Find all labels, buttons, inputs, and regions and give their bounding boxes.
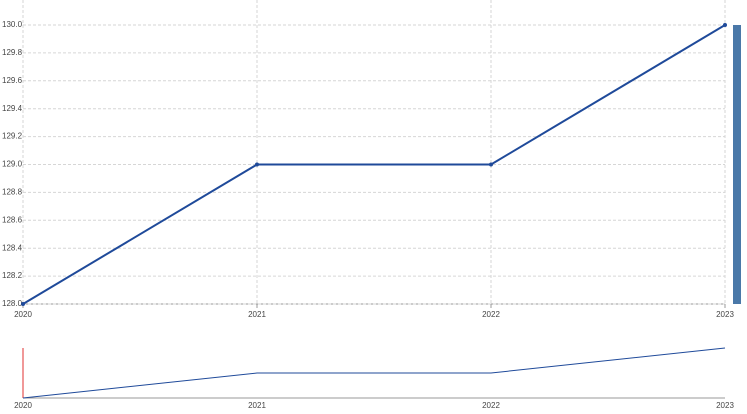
y-tick-label: 128.0	[2, 299, 23, 308]
y-tick-label: 128.6	[2, 215, 23, 224]
scrollbar[interactable]	[733, 25, 741, 304]
series-line	[22, 24, 726, 305]
y-tick-label: 128.2	[2, 271, 23, 280]
navigator-line	[22, 347, 726, 399]
navigator-x-label: 2023	[716, 401, 734, 410]
y-tick-label: 129.4	[2, 104, 23, 113]
point	[21, 302, 25, 306]
y-tick-label: 130.0	[2, 20, 23, 29]
navigator-x-label: 2022	[482, 401, 500, 410]
y-tick-label: 129.0	[2, 160, 23, 169]
x-tick-label: 2023	[716, 310, 734, 319]
y-tick-label: 128.8	[2, 188, 23, 197]
y-tick-label: 128.4	[2, 243, 23, 252]
y-tick-label: 129.6	[2, 76, 23, 85]
point	[255, 162, 259, 167]
x-tick-label: 2022	[482, 310, 500, 319]
point	[723, 23, 727, 27]
point	[489, 162, 493, 167]
navigator-x-label: 2020	[14, 401, 32, 410]
x-tick-label: 2021	[248, 310, 266, 319]
y-tick-label: 129.8	[2, 48, 23, 57]
y-tick-label: 129.2	[2, 132, 23, 141]
x-tick-label: 2020	[14, 310, 32, 319]
navigator-x-label: 2021	[248, 401, 266, 410]
